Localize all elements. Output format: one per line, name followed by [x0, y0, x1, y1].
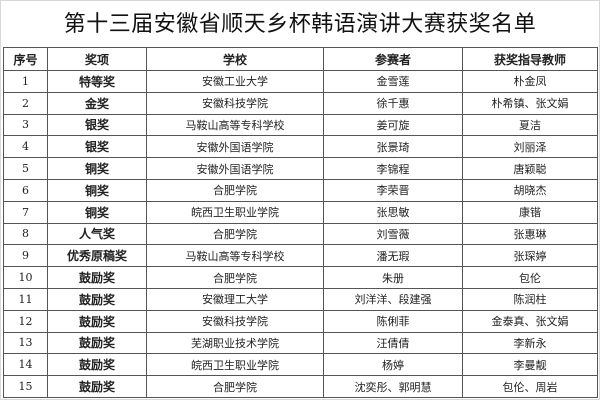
- table-row: 2 金奖 安徽科技学院 徐千惠 朴希镇、张文娟: [3, 91, 598, 115]
- cell-number: 12: [3, 309, 48, 333]
- cell-award: 鼓励奖: [47, 353, 147, 377]
- table-row: 3 银奖 马鞍山高等专科学校 姜可旋 夏洁: [3, 113, 598, 137]
- cell-number: 4: [3, 135, 48, 159]
- cell-instructor: 包伦、周岩: [462, 375, 598, 398]
- table-row: 14 鼓励奖 皖西卫生职业学院 杨婷 李曼靓: [3, 353, 598, 377]
- cell-school: 马鞍山高等专科学校: [146, 113, 324, 137]
- cell-participant: 金雪莲: [323, 70, 463, 93]
- cell-instructor: 康锴: [462, 200, 598, 224]
- cell-participant: 沈奕彤、郭明慧: [323, 375, 463, 398]
- table-row: 15 鼓励奖 合肥学院 沈奕彤、郭明慧 包伦、周岩: [3, 375, 598, 398]
- cell-instructor: 刘丽泽: [462, 135, 598, 159]
- cell-instructor: 李曼靓: [462, 353, 598, 377]
- cell-participant: 朱册: [323, 266, 463, 289]
- cell-award: 银奖: [47, 135, 147, 159]
- cell-award: 铜奖: [47, 178, 147, 202]
- cell-school: 芜湖职业技术学院: [146, 331, 324, 355]
- cell-award: 人气奖: [47, 222, 147, 246]
- cell-school: 马鞍山高等专科学校: [146, 244, 324, 268]
- cell-instructor: 胡晓杰: [462, 178, 598, 202]
- cell-school: 合肥学院: [146, 375, 324, 398]
- cell-school: 皖西卫生职业学院: [146, 200, 324, 224]
- cell-school: 安徽理工大学: [146, 287, 324, 311]
- cell-number: 7: [3, 200, 48, 224]
- header-instructor: 获奖指导教师: [462, 47, 598, 71]
- cell-award: 优秀原稿奖: [47, 244, 147, 268]
- cell-instructor: 包伦: [462, 266, 598, 289]
- cell-number: 11: [3, 287, 48, 311]
- cell-number: 8: [3, 222, 48, 246]
- cell-award: 特等奖: [47, 70, 147, 93]
- cell-number: 2: [3, 91, 48, 115]
- cell-school: 皖西卫生职业学院: [146, 353, 324, 377]
- table-row: 13 鼓励奖 芜湖职业技术学院 汪倩倩 李新永: [3, 331, 598, 355]
- cell-school: 合肥学院: [146, 222, 324, 246]
- table-row: 10 鼓励奖 合肥学院 朱册 包伦: [3, 266, 598, 289]
- cell-participant: 张景琦: [323, 135, 463, 159]
- table-row: 5 铜奖 安徽外国语学院 李锦程 唐颖聪: [3, 157, 598, 180]
- cell-school: 安徽外国语学院: [146, 135, 324, 159]
- table-row: 8 人气奖 合肥学院 刘雪薇 张惠琳: [3, 222, 598, 246]
- cell-school: 安徽科技学院: [146, 91, 324, 115]
- header-number: 序号: [3, 47, 48, 71]
- header-participant: 参赛者: [323, 47, 463, 71]
- cell-school: 安徽外国语学院: [146, 157, 324, 180]
- cell-number: 9: [3, 244, 48, 268]
- table-row: 1 特等奖 安徽工业大学 金雪莲 朴金凤: [3, 70, 598, 93]
- cell-number: 6: [3, 178, 48, 202]
- cell-number: 15: [3, 375, 48, 398]
- cell-participant: 姜可旋: [323, 113, 463, 137]
- cell-number: 1: [3, 70, 48, 93]
- table-row: 11 鼓励奖 安徽理工大学 刘洋洋、段建强 陈润柱: [3, 287, 598, 311]
- cell-participant: 徐千惠: [323, 91, 463, 115]
- cell-participant: 潘无瑕: [323, 244, 463, 268]
- cell-number: 14: [3, 353, 48, 377]
- cell-school: 安徽科技学院: [146, 309, 324, 333]
- cell-award: 金奖: [47, 91, 147, 115]
- table-row: 4 银奖 安徽外国语学院 张景琦 刘丽泽: [3, 135, 598, 159]
- cell-school: 合肥学院: [146, 266, 324, 289]
- cell-instructor: 唐颖聪: [462, 157, 598, 180]
- table-row: 9 优秀原稿奖 马鞍山高等专科学校 潘无瑕 张琛婷: [3, 244, 598, 268]
- cell-number: 10: [3, 266, 48, 289]
- cell-award: 鼓励奖: [47, 266, 147, 289]
- cell-award: 鼓励奖: [47, 375, 147, 398]
- cell-award: 铜奖: [47, 200, 147, 224]
- cell-instructor: 李新永: [462, 331, 598, 355]
- cell-participant: 杨婷: [323, 353, 463, 377]
- cell-number: 13: [3, 331, 48, 355]
- cell-award: 鼓励奖: [47, 287, 147, 311]
- cell-award: 鼓励奖: [47, 331, 147, 355]
- cell-instructor: 陈润柱: [462, 287, 598, 311]
- cell-number: 5: [3, 157, 48, 180]
- table-row: 6 铜奖 合肥学院 李荣晋 胡晓杰: [3, 178, 598, 202]
- cell-instructor: 张惠琳: [462, 222, 598, 246]
- cell-instructor: 朴希镇、张文娟: [462, 91, 598, 115]
- cell-participant: 陈俐菲: [323, 309, 463, 333]
- table-row: 7 铜奖 皖西卫生职业学院 张思敏 康锴: [3, 200, 598, 224]
- cell-instructor: 张琛婷: [462, 244, 598, 268]
- cell-instructor: 夏洁: [462, 113, 598, 137]
- table-header-row: 序号 奖项 学校 参赛者 获奖指导教师: [3, 47, 598, 71]
- header-school: 学校: [146, 47, 324, 71]
- cell-school: 合肥学院: [146, 178, 324, 202]
- cell-participant: 李荣晋: [323, 178, 463, 202]
- cell-participant: 李锦程: [323, 157, 463, 180]
- cell-participant: 张思敏: [323, 200, 463, 224]
- cell-instructor: 朴金凤: [462, 70, 598, 93]
- cell-participant: 刘雪薇: [323, 222, 463, 246]
- cell-instructor: 金泰真、张文娟: [462, 309, 598, 333]
- cell-award: 鼓励奖: [47, 309, 147, 333]
- table-row: 12 鼓励奖 安徽科技学院 陈俐菲 金泰真、张文娟: [3, 309, 598, 333]
- cell-number: 3: [3, 113, 48, 137]
- awards-table: 序号 奖项 学校 参赛者 获奖指导教师 1 特等奖 安徽工业大学 金雪莲 朴金凤 2 金奖安…: [3, 47, 598, 398]
- cell-award: 铜奖: [47, 157, 147, 180]
- header-award: 奖项: [47, 47, 147, 71]
- page-title: 第十三届安徽省顺天乡杯韩语演讲大赛获奖名单: [63, 12, 537, 37]
- cell-award: 银奖: [47, 113, 147, 137]
- cell-participant: 汪倩倩: [323, 331, 463, 355]
- cell-school: 安徽工业大学: [146, 70, 324, 93]
- cell-participant: 刘洋洋、段建强: [323, 287, 463, 311]
